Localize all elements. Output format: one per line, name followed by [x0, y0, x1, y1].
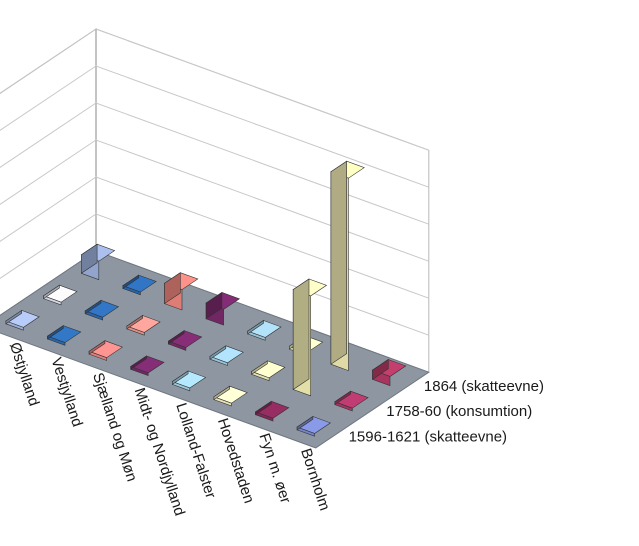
series-label: 1596-1621 (skatteevne) — [349, 428, 507, 445]
bar-side — [126, 314, 143, 330]
category-label: Vestjylland — [47, 355, 85, 428]
bar — [250, 360, 286, 382]
bar-side — [205, 291, 223, 320]
bar-side — [251, 360, 268, 375]
bar — [84, 299, 120, 321]
bar-side — [330, 160, 348, 365]
gridline — [0, 139, 429, 262]
bar — [334, 390, 369, 412]
bar — [254, 400, 290, 422]
bar — [247, 319, 282, 341]
bar-side — [255, 400, 272, 416]
bar — [213, 385, 248, 407]
gridline — [0, 213, 429, 336]
bar-side — [43, 284, 60, 300]
bar — [371, 358, 407, 387]
bar — [163, 272, 199, 311]
bar-side — [292, 278, 310, 391]
bar-side — [209, 345, 227, 360]
bar-side — [122, 274, 139, 290]
bar-side — [172, 370, 189, 385]
bar — [42, 284, 78, 306]
bars — [5, 160, 407, 437]
bar — [5, 309, 40, 331]
bar-side — [247, 319, 264, 335]
chart-floor — [0, 250, 430, 449]
bar-side — [130, 355, 147, 370]
bar — [46, 325, 82, 346]
bar-side — [81, 243, 98, 274]
bar-side — [296, 415, 314, 431]
bar — [130, 355, 165, 377]
bar — [171, 370, 207, 392]
bar — [88, 340, 124, 361]
bar — [209, 345, 244, 366]
bar-side — [372, 358, 389, 380]
category-label: Hovedstaden — [214, 416, 257, 505]
bar-side — [213, 385, 230, 401]
bar — [205, 291, 241, 326]
bar-side — [334, 390, 351, 406]
category-label: Fyn m. øer — [255, 431, 294, 505]
bar — [167, 330, 203, 351]
bar — [126, 314, 161, 336]
gridline — [0, 176, 429, 299]
bar-side — [5, 309, 23, 325]
gridline — [0, 28, 429, 151]
bar — [80, 243, 116, 281]
bar-side — [47, 325, 64, 340]
category-label: Bornholm — [297, 446, 333, 512]
bar — [296, 415, 332, 437]
bar-side — [88, 340, 106, 355]
bar — [292, 278, 328, 397]
bar-side — [84, 299, 102, 315]
series-label: 1758-60 (konsumtion) — [386, 403, 532, 420]
gridline — [0, 102, 429, 225]
bar — [122, 274, 157, 296]
gridline — [0, 65, 429, 188]
floor — [0, 250, 430, 449]
category-label: Østjylland — [6, 340, 43, 408]
bar — [330, 160, 365, 372]
series-label: 1864 (skatteevne) — [424, 378, 544, 395]
bar-side — [168, 330, 185, 345]
bar-side — [164, 272, 181, 305]
category-label: Sjælland og Møn — [89, 371, 140, 484]
series-labels: 1596-1621 (skatteevne) 1758-60 (konsumtio… — [349, 378, 544, 446]
gridlines — [0, 28, 429, 336]
